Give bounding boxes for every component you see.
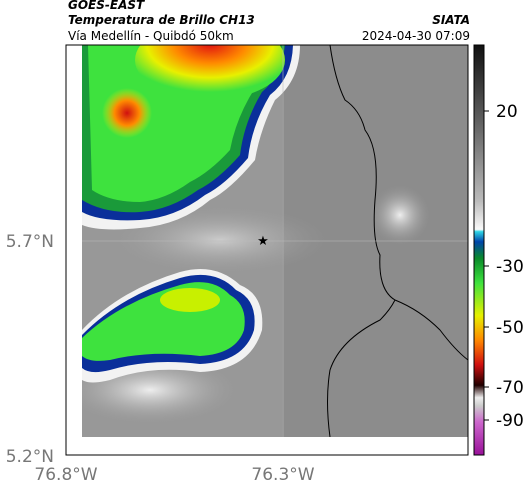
colorbar-tick-label: -50 (496, 318, 524, 338)
map-frame (65, 44, 469, 456)
header: GOES-EAST Temperatura de Brillo CH13 Vía… (68, 0, 470, 43)
timestamp: 2024-04-30 07:09 (362, 29, 470, 43)
lat-label: 5.7°N (6, 232, 54, 252)
colorbar-tick-label: -30 (496, 257, 524, 277)
colorbar-tick-label: 20 (496, 102, 518, 122)
lat-label: 5.2°N (6, 447, 54, 467)
map-image: ★ (82, 45, 468, 437)
svg-text:★: ★ (257, 234, 269, 249)
route: Vía Medellín - Quibdó 50km (68, 29, 234, 43)
product: Temperatura de Brillo CH13 (68, 13, 255, 27)
lon-label: 76.8°W (34, 465, 97, 485)
lon-label: 76.3°W (251, 465, 314, 485)
satellite: GOES-EAST (68, 0, 145, 12)
colorbar-tick-label: -70 (496, 378, 524, 398)
colorbar-tick-label: -90 (496, 411, 524, 431)
colorbar (473, 44, 485, 456)
source: SIATA (432, 13, 470, 27)
colorbar-ticks: 20 -30 -50 -70 -90 (484, 102, 524, 431)
